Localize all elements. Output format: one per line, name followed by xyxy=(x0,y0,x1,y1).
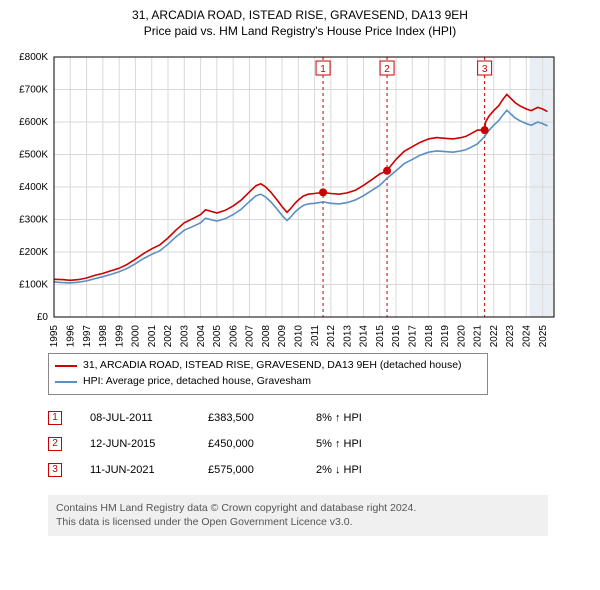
chart-container: £0 £100K £200K £300K £400K £500K £600K £700K £80… xyxy=(8,47,592,347)
svg-text:£800K: £800K xyxy=(19,52,48,63)
svg-text:£400K: £400K xyxy=(19,182,48,193)
svg-text:1998: 1998 xyxy=(98,325,109,347)
sale-marker: 2 xyxy=(48,437,62,451)
legend: 31, ARCADIA ROAD, ISTEAD RISE, GRAVESEND… xyxy=(48,353,488,395)
svg-text:2012: 2012 xyxy=(326,325,337,347)
sales-table: 1 08-JUL-2011 £383,500 8% ↑ HPI 2 12-JUN-2015… xyxy=(48,405,592,483)
sale-delta: 8% ↑ HPI xyxy=(316,412,396,424)
sale-marker: 1 xyxy=(48,411,62,425)
svg-text:2023: 2023 xyxy=(505,325,516,347)
svg-text:1996: 1996 xyxy=(65,325,76,347)
sale-date: 11-JUN-2021 xyxy=(90,464,180,476)
legend-swatch-hpi xyxy=(55,381,77,383)
svg-text:£500K: £500K xyxy=(19,150,48,161)
svg-text:2010: 2010 xyxy=(293,325,304,347)
legend-label-property: 31, ARCADIA ROAD, ISTEAD RISE, GRAVESEND… xyxy=(83,358,462,374)
svg-text:2020: 2020 xyxy=(456,325,467,347)
svg-text:£600K: £600K xyxy=(19,117,48,128)
svg-text:2008: 2008 xyxy=(261,325,272,347)
svg-text:2003: 2003 xyxy=(179,325,190,347)
svg-text:£0: £0 xyxy=(37,312,49,323)
svg-text:2019: 2019 xyxy=(440,325,451,347)
svg-text:2014: 2014 xyxy=(359,325,370,347)
svg-text:2: 2 xyxy=(384,64,390,75)
svg-text:2013: 2013 xyxy=(342,325,353,347)
svg-text:£300K: £300K xyxy=(19,215,48,226)
svg-text:2024: 2024 xyxy=(522,325,533,347)
credits: Contains HM Land Registry data © Crown c… xyxy=(48,495,548,536)
svg-text:1999: 1999 xyxy=(114,325,125,347)
svg-text:2004: 2004 xyxy=(196,325,207,347)
svg-text:2025: 2025 xyxy=(538,325,549,347)
svg-text:2007: 2007 xyxy=(245,325,256,347)
svg-text:2015: 2015 xyxy=(375,325,386,347)
legend-row-hpi: HPI: Average price, detached house, Grav… xyxy=(55,374,481,390)
sale-delta: 5% ↑ HPI xyxy=(316,438,396,450)
svg-text:2002: 2002 xyxy=(163,325,174,347)
legend-swatch-property xyxy=(55,365,77,367)
svg-text:2000: 2000 xyxy=(131,325,142,347)
svg-text:2022: 2022 xyxy=(489,325,500,347)
credits-line-1: Contains HM Land Registry data © Crown c… xyxy=(56,501,540,516)
svg-text:2011: 2011 xyxy=(310,325,321,347)
sale-date: 08-JUL-2011 xyxy=(90,412,180,424)
sale-price: £450,000 xyxy=(208,438,288,450)
chart-title-block: 31, ARCADIA ROAD, ISTEAD RISE, GRAVESEND… xyxy=(8,8,592,39)
svg-text:£200K: £200K xyxy=(19,247,48,258)
svg-text:1995: 1995 xyxy=(49,325,60,347)
legend-label-hpi: HPI: Average price, detached house, Grav… xyxy=(83,374,311,390)
svg-text:1997: 1997 xyxy=(82,325,93,347)
svg-text:3: 3 xyxy=(482,64,488,75)
sale-marker: 3 xyxy=(48,463,62,477)
sale-point xyxy=(481,126,489,134)
svg-text:£700K: £700K xyxy=(19,85,48,96)
sale-date: 12-JUN-2015 xyxy=(90,438,180,450)
title-line-2: Price paid vs. HM Land Registry's House … xyxy=(8,24,592,40)
svg-text:2006: 2006 xyxy=(228,325,239,347)
sale-row: 2 12-JUN-2015 £450,000 5% ↑ HPI xyxy=(48,431,592,457)
sale-point xyxy=(319,189,327,197)
svg-text:2017: 2017 xyxy=(408,325,419,347)
svg-text:2001: 2001 xyxy=(147,325,158,347)
sale-row: 3 11-JUN-2021 £575,000 2% ↓ HPI xyxy=(48,457,592,483)
title-line-1: 31, ARCADIA ROAD, ISTEAD RISE, GRAVESEND… xyxy=(8,8,592,24)
svg-text:1: 1 xyxy=(320,64,326,75)
svg-text:£100K: £100K xyxy=(19,280,48,291)
svg-text:2021: 2021 xyxy=(473,325,484,347)
svg-text:2005: 2005 xyxy=(212,325,223,347)
svg-text:2016: 2016 xyxy=(391,325,402,347)
credits-line-2: This data is licensed under the Open Gov… xyxy=(56,515,540,530)
sale-row: 1 08-JUL-2011 £383,500 8% ↑ HPI xyxy=(48,405,592,431)
svg-text:2009: 2009 xyxy=(277,325,288,347)
legend-row-property: 31, ARCADIA ROAD, ISTEAD RISE, GRAVESEND… xyxy=(55,358,481,374)
svg-text:2018: 2018 xyxy=(424,325,435,347)
sale-delta: 2% ↓ HPI xyxy=(316,464,396,476)
sale-price: £383,500 xyxy=(208,412,288,424)
sale-point xyxy=(383,167,391,175)
sale-price: £575,000 xyxy=(208,464,288,476)
price-chart: £0 £100K £200K £300K £400K £500K £600K £700K £80… xyxy=(8,47,568,347)
